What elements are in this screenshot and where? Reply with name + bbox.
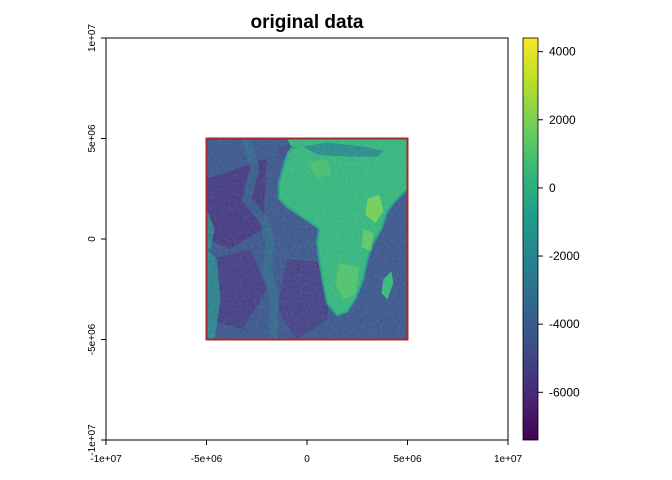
colorbar-tick-label: 0 [549, 181, 556, 195]
colorbar-tick-label: 4000 [549, 45, 576, 59]
x-tick-label: -5e+06 [191, 454, 223, 465]
terrain-texture [206, 138, 408, 340]
x-tick-label: 0 [304, 454, 310, 465]
colorbar-ticks: 4000 2000 0 -2000 -4000 -6000 [538, 45, 580, 399]
y-tick-label: 1e+07 [87, 24, 98, 53]
elevation-raster [206, 138, 408, 340]
x-tick-label: 5e+06 [393, 454, 422, 465]
raster-extent-border [205, 137, 409, 341]
colorbar-tick-label: -6000 [549, 385, 580, 399]
x-axis: -1e+07 -5e+06 0 5e+06 1e+07 [90, 440, 522, 465]
x-tick-label: 1e+07 [494, 454, 523, 465]
colorbar-tick-label: 2000 [549, 113, 576, 127]
x-tick-label: -1e+07 [90, 454, 122, 465]
y-tick-label: 5e+06 [87, 124, 98, 153]
colorbar-tick-label: -4000 [549, 317, 580, 331]
y-tick-label: 0 [87, 236, 98, 242]
colorbar-tick-label: -2000 [549, 249, 580, 263]
y-tick-label: -1e+07 [87, 424, 98, 456]
y-axis: -1e+07 -5e+06 0 5e+06 1e+07 [87, 24, 106, 456]
colorbar [522, 37, 539, 441]
chart-title: original data [251, 12, 364, 33]
y-tick-label: -5e+06 [87, 323, 98, 355]
